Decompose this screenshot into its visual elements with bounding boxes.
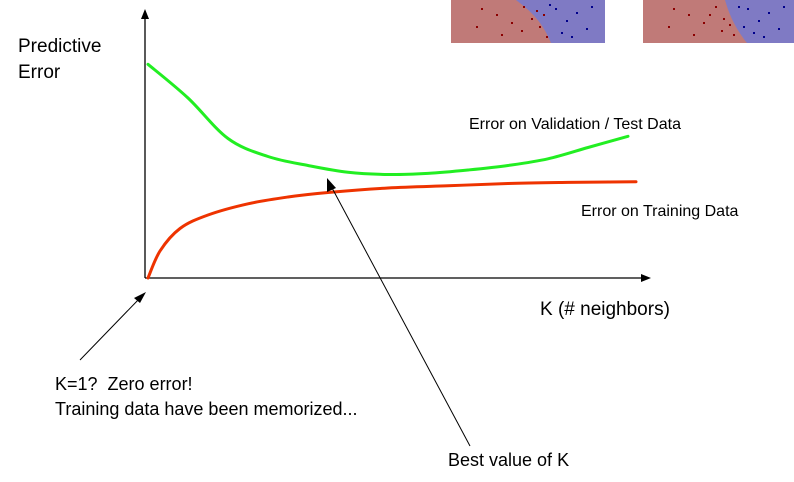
thumbnail-point <box>543 14 545 16</box>
thumbnail-point <box>721 30 723 32</box>
y-axis-label-line-2: Error <box>18 62 61 83</box>
thumbnail-point <box>521 30 523 32</box>
training-error-curve <box>146 180 638 280</box>
thumbnail-point <box>561 32 563 34</box>
best-k-arrow <box>327 178 471 447</box>
x-axis-label: K (# neighbors) <box>540 299 670 320</box>
thumbnail-point <box>768 12 770 14</box>
thumbnail-point <box>763 36 765 38</box>
k1-annotation: K=1? Zero error! Training data have been… <box>55 372 358 422</box>
k1-annotation-line-2: Training data have been memorized... <box>55 399 358 419</box>
thumbnail-point <box>549 4 551 6</box>
thumbnail-point <box>586 28 588 30</box>
thumbnail-point <box>753 32 755 34</box>
y-axis <box>141 9 149 278</box>
thumbnail-point <box>733 34 735 36</box>
thumbnail-point <box>668 26 670 28</box>
training-series-label: Error on Training Data <box>581 203 739 220</box>
thumbnail-point <box>539 26 541 28</box>
thumbnail-point <box>747 8 749 10</box>
thumbnail-point <box>496 14 498 16</box>
thumbnail-point <box>511 22 513 24</box>
thumbnail-point <box>591 6 593 8</box>
thumbnail-point <box>688 14 690 16</box>
thumbnail-point <box>546 36 548 38</box>
thumbnail-point <box>709 14 711 16</box>
decision-boundary-thumbnail-left <box>451 0 605 43</box>
thumbnail-point <box>501 34 503 36</box>
thumbnail-point <box>536 10 538 12</box>
x-axis <box>145 274 651 282</box>
best-k-annotation: Best value of K <box>448 450 570 470</box>
decision-boundary-thumbnail-right <box>643 0 794 43</box>
validation-error-curve <box>146 62 630 177</box>
thumbnail-point <box>571 36 573 38</box>
y-axis-label-line-1: Predictive <box>18 36 102 57</box>
k1-annotation-line-1: K=1? Zero error! <box>55 374 193 394</box>
thumbnail-point <box>738 6 740 8</box>
thumbnail-point <box>555 8 557 10</box>
thumbnail-point <box>576 12 578 14</box>
thumbnail-point <box>673 8 675 10</box>
thumbnail-point <box>743 26 745 28</box>
thumbnail-point <box>758 20 760 22</box>
thumbnail-point <box>566 20 568 22</box>
thumbnail-point <box>531 18 533 20</box>
thumbnail-point <box>476 26 478 28</box>
thumbnail-point <box>729 24 731 26</box>
thumbnail-point <box>778 28 780 30</box>
thumbnail-point <box>715 6 717 8</box>
thumbnail-point <box>723 18 725 20</box>
validation-series-label: Error on Validation / Test Data <box>469 116 681 133</box>
thumbnail-point <box>783 6 785 8</box>
thumbnail-point <box>481 8 483 10</box>
thumbnail-point <box>523 6 525 8</box>
thumbnail-point <box>703 22 705 24</box>
k1-arrow <box>79 292 146 361</box>
thumbnail-point <box>693 34 695 36</box>
y-axis-label: Predictive Error <box>18 34 101 86</box>
